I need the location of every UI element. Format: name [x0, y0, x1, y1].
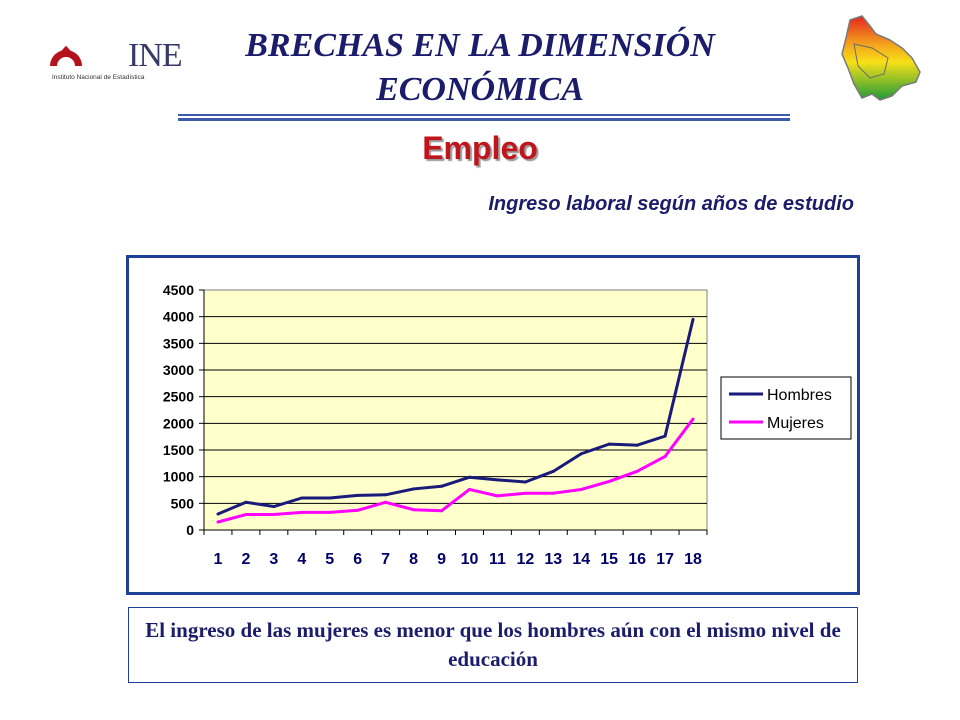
data-point-hombres — [579, 452, 583, 456]
x-tick-label: 6 — [353, 551, 362, 568]
legend-label-mujeres: Mujeres — [767, 415, 824, 432]
data-point-mujeres — [523, 491, 527, 495]
x-tick-label: 15 — [600, 551, 618, 568]
title-divider — [178, 114, 790, 121]
y-tick-label: 3000 — [163, 362, 194, 378]
data-point-mujeres — [440, 509, 444, 513]
x-tick-label: 12 — [516, 551, 534, 568]
chart-frame: 0 500 1000 1500 2000 2500 3000 3500 4000 4500 1 2 3 4… — [126, 255, 860, 595]
plot-area — [203, 289, 708, 531]
y-tick-label: 1500 — [163, 442, 194, 458]
y-tick-label: 3500 — [163, 335, 194, 351]
data-point-hombres — [607, 442, 611, 446]
y-tick-label: 4500 — [163, 282, 194, 298]
data-point-hombres — [691, 317, 695, 321]
legend-box — [720, 376, 852, 440]
data-point-hombres — [328, 496, 332, 500]
x-tick-label: 9 — [437, 551, 446, 568]
y-tick-label: 0 — [186, 522, 194, 538]
data-point-hombres — [272, 505, 276, 509]
series-line-hombres — [217, 318, 695, 516]
data-point-hombres — [523, 480, 527, 484]
x-tick-label: 7 — [381, 551, 390, 568]
y-tick-label: 2000 — [163, 415, 194, 431]
x-tick-label: 3 — [269, 551, 278, 568]
x-tick-label: 2 — [241, 551, 250, 568]
conclusion-note: El ingreso de las mujeres es menor que l… — [128, 607, 858, 683]
y-tick-label: 1000 — [163, 469, 194, 485]
data-point-mujeres — [356, 508, 360, 512]
x-tick-label: 1 — [214, 551, 223, 568]
data-point-mujeres — [607, 479, 611, 483]
title-line-2: ECONÓMICA — [376, 71, 584, 108]
data-point-hombres — [216, 512, 220, 516]
data-point-mujeres — [691, 417, 695, 421]
data-point-hombres — [244, 500, 248, 504]
x-tick-label: 18 — [684, 551, 702, 568]
data-point-mujeres — [384, 500, 388, 504]
x-tick-label: 16 — [628, 551, 646, 568]
series-line-mujeres — [217, 418, 695, 524]
section-subtitle: Empleo — [422, 130, 538, 166]
bolivia-map-icon — [832, 14, 924, 104]
data-point-mujeres — [635, 469, 639, 473]
title-line-1: BRECHAS EN LA DIMENSIÓN — [245, 27, 715, 64]
ine-logo-icon — [50, 45, 82, 66]
legend-label-hombres: Hombres — [767, 387, 832, 404]
data-point-mujeres — [412, 508, 416, 512]
data-point-mujeres — [579, 487, 583, 491]
chart-title: Ingreso laboral según años de estudio — [488, 193, 854, 215]
x-tick-label: 4 — [297, 551, 306, 568]
data-point-mujeres — [300, 510, 304, 514]
data-point-hombres — [300, 496, 304, 500]
x-tick-label: 5 — [325, 551, 334, 568]
x-tick-label: 11 — [489, 551, 506, 568]
x-tick-label: 13 — [544, 551, 562, 568]
data-point-hombres — [663, 434, 667, 438]
data-point-mujeres — [272, 513, 276, 517]
page-title: BRECHAS EN LA DIMENSIÓN ECONÓMICA — [170, 24, 790, 112]
data-point-hombres — [440, 484, 444, 488]
data-point-mujeres — [663, 454, 667, 458]
y-tick-label: 2500 — [163, 389, 194, 405]
data-point-hombres — [384, 493, 388, 497]
logo-subtext: Instituto Nacional de Estadística — [52, 74, 145, 81]
data-point-hombres — [495, 478, 499, 482]
logo-text: INE — [128, 37, 183, 74]
y-tick-label: 4000 — [163, 309, 194, 325]
ine-logo: INE Instituto Nacional de Estadística — [42, 36, 183, 82]
x-tick-label: 14 — [572, 551, 590, 568]
data-point-hombres — [551, 469, 555, 473]
data-point-mujeres — [551, 491, 555, 495]
x-tick-label: 17 — [656, 551, 674, 568]
data-point-hombres — [412, 487, 416, 491]
data-point-mujeres — [216, 520, 220, 524]
y-tick-label: 500 — [171, 495, 195, 511]
data-point-hombres — [467, 475, 471, 479]
data-point-mujeres — [244, 513, 248, 517]
data-point-hombres — [356, 493, 360, 497]
data-point-mujeres — [328, 510, 332, 514]
data-point-mujeres — [467, 487, 471, 491]
data-point-mujeres — [495, 494, 499, 498]
x-tick-label: 8 — [409, 551, 418, 568]
x-tick-label: 10 — [461, 551, 479, 568]
data-point-hombres — [635, 443, 639, 447]
